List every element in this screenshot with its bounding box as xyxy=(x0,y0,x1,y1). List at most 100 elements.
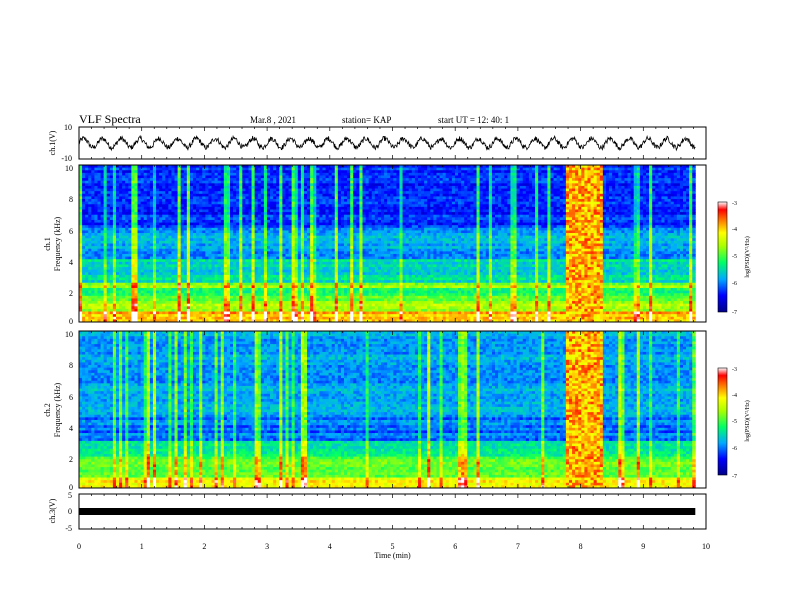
spectrogram-cell xyxy=(79,317,82,320)
spectrogram-cell xyxy=(104,194,107,197)
spectrogram-cell xyxy=(193,280,196,283)
spectrogram-cell xyxy=(239,217,242,220)
spectrogram-cell xyxy=(199,257,202,260)
spectrogram-cell xyxy=(332,170,335,173)
spectrogram-cell xyxy=(171,283,174,286)
spectrogram-cell xyxy=(218,199,221,202)
spectrogram-cell xyxy=(289,228,292,231)
spectrogram-cell xyxy=(258,225,261,228)
spectrogram-cell xyxy=(224,199,227,202)
spectrogram-cell xyxy=(187,249,190,252)
spectrogram-cell xyxy=(273,314,276,317)
spectrogram-cell xyxy=(258,244,261,247)
spectrogram-cell xyxy=(236,217,239,220)
spectrogram-cell xyxy=(289,204,292,207)
spectrogram-cell xyxy=(332,202,335,205)
spectrogram-cell xyxy=(316,317,319,320)
spectrogram-cell xyxy=(319,173,322,176)
spectrogram-cell xyxy=(91,272,94,275)
spectrogram-cell xyxy=(196,175,199,178)
spectrogram-cell xyxy=(276,217,279,220)
spectrogram-cell xyxy=(153,230,156,233)
spectrogram-cell xyxy=(292,275,295,278)
spectrogram-cell xyxy=(233,244,236,247)
spectrogram-cell xyxy=(212,212,215,215)
spectrogram-cell xyxy=(233,217,236,220)
spectrogram-cell xyxy=(245,312,248,315)
spectrogram-cell xyxy=(230,230,233,233)
spectrogram-cell xyxy=(335,170,338,173)
spectrogram-cell xyxy=(242,191,245,194)
spectrogram-cell xyxy=(171,207,174,210)
spectrogram-cell xyxy=(128,238,131,241)
spectrogram-cell xyxy=(276,309,279,312)
spectrogram-cell xyxy=(248,241,251,244)
spectrogram-cell xyxy=(104,233,107,236)
spectrogram-cell xyxy=(230,212,233,215)
spectrogram-cell xyxy=(202,194,205,197)
spectrogram-cell xyxy=(125,291,128,294)
spectrogram-cell xyxy=(289,236,292,239)
spectrogram-cell xyxy=(116,280,119,283)
spectrogram-cell xyxy=(131,186,134,189)
spectrogram-cell xyxy=(255,301,258,304)
spectrogram-cell xyxy=(242,199,245,202)
spectrogram-cell xyxy=(116,181,119,184)
spectrogram-cell xyxy=(85,314,88,317)
spectrogram-cell xyxy=(326,283,329,286)
spectrogram-cell xyxy=(168,249,171,252)
spectrogram-cell xyxy=(282,280,285,283)
spectrogram-cell xyxy=(119,186,122,189)
spectrogram-cell xyxy=(141,230,144,233)
spectrogram-cell xyxy=(107,317,110,320)
spectrogram-cell xyxy=(239,309,242,312)
spectrogram-cell xyxy=(292,238,295,241)
spectrogram-cell xyxy=(122,202,125,205)
spectrogram-cell xyxy=(215,283,218,286)
spectrogram-cell xyxy=(255,257,258,260)
spectrogram-cell xyxy=(187,257,190,260)
spectrogram-cell xyxy=(242,251,245,254)
spectrogram-cell xyxy=(205,223,208,226)
spectrogram-cell xyxy=(116,301,119,304)
spectrogram-cell xyxy=(233,225,236,228)
spectrogram-cell xyxy=(264,230,267,233)
spectrogram-cell xyxy=(301,309,304,312)
spectrogram-cell xyxy=(178,212,181,215)
spectrogram-cell xyxy=(221,178,224,181)
spectrogram-cell xyxy=(221,189,224,192)
spectrogram-cell xyxy=(322,223,325,226)
spectrogram-cell xyxy=(190,223,193,226)
spectrogram-cell xyxy=(171,262,174,265)
spectrogram-cell xyxy=(273,304,276,307)
spectrogram-cell xyxy=(205,212,208,215)
spectrogram-cell xyxy=(184,267,187,270)
spectrogram-cell xyxy=(134,264,137,267)
spectrogram-cell xyxy=(199,178,202,181)
spectrogram-cell xyxy=(292,249,295,252)
spectrogram-cell xyxy=(122,230,125,233)
spectrogram-cell xyxy=(285,291,288,294)
spectrogram-cell xyxy=(165,314,168,317)
spectrogram-cell xyxy=(301,275,304,278)
spectrogram-cell xyxy=(110,236,113,239)
spectrogram-cell xyxy=(239,225,242,228)
spectrogram-cell xyxy=(295,241,298,244)
spectrogram-cell xyxy=(267,254,270,257)
spectrogram-cell xyxy=(193,301,196,304)
spectrogram-cell xyxy=(289,306,292,309)
spectrogram-cell xyxy=(193,306,196,309)
spectrogram-cell xyxy=(88,298,91,301)
spectrogram-cell xyxy=(156,267,159,270)
spectrogram-cell xyxy=(316,191,319,194)
spectrogram-cell xyxy=(267,175,270,178)
spectrogram-cell xyxy=(107,230,110,233)
spectrogram-cell xyxy=(91,168,94,171)
spectrogram-cell xyxy=(289,230,292,233)
spectrogram-cell xyxy=(252,278,255,281)
spectrogram-cell xyxy=(159,194,162,197)
spectrogram-cell xyxy=(168,283,171,286)
spectrogram-cell xyxy=(165,186,168,189)
spectrogram-cell xyxy=(276,275,279,278)
spectrogram-cell xyxy=(261,251,264,254)
